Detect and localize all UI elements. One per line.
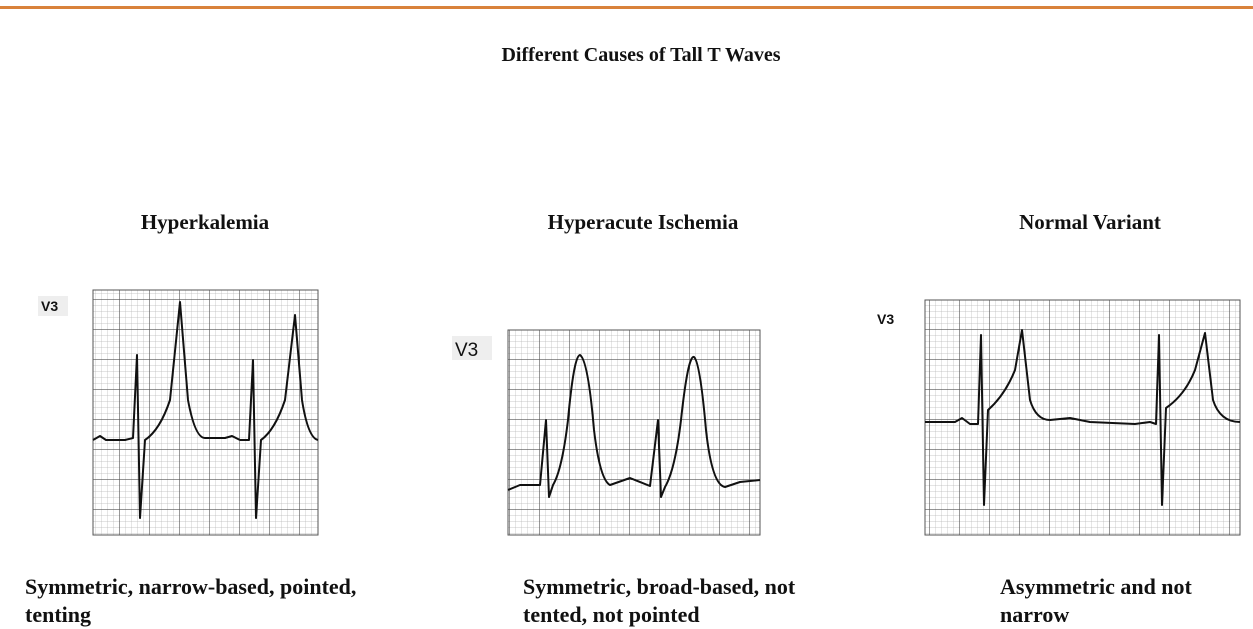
ecg-grid [924, 299, 1241, 536]
ecg-grid [92, 289, 319, 536]
lead-label: V3 [455, 340, 478, 361]
caption-line: Symmetric, narrow-based, pointed, [25, 574, 356, 599]
panel-heading: Hyperkalemia [141, 210, 270, 234]
caption-line: Asymmetric and not [1000, 574, 1193, 599]
ecg-trace [92, 301, 319, 519]
lead-box [38, 296, 68, 316]
caption-line: tented, not pointed [523, 602, 700, 627]
panel-heading: Hyperacute Ischemia [548, 210, 739, 234]
lead-box [452, 336, 492, 360]
lead-label: V3 [877, 311, 894, 327]
caption-line: tenting [25, 602, 91, 627]
caption-line: narrow [1000, 602, 1069, 627]
ecg-trace [507, 354, 761, 498]
ecg-trace [925, 329, 1241, 506]
ecg-grid [507, 329, 761, 536]
caption-line: Symmetric, broad-based, not [523, 574, 796, 599]
lead-label: V3 [41, 298, 58, 314]
top-border [0, 6, 1253, 9]
title: Different Causes of Tall T Waves [501, 44, 780, 66]
panel-heading: Normal Variant [1019, 210, 1161, 234]
